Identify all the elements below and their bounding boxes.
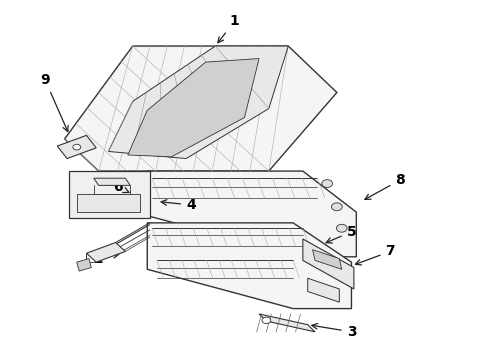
Polygon shape <box>108 46 287 158</box>
Text: 2: 2 <box>94 252 119 266</box>
Text: 9: 9 <box>40 73 68 131</box>
Polygon shape <box>64 46 336 171</box>
Circle shape <box>336 224 346 232</box>
Polygon shape <box>57 135 96 158</box>
Circle shape <box>262 317 270 324</box>
Polygon shape <box>259 314 314 332</box>
Text: 5: 5 <box>325 225 356 243</box>
Text: 6: 6 <box>113 180 129 194</box>
Polygon shape <box>69 171 149 217</box>
Polygon shape <box>86 243 125 262</box>
Text: 1: 1 <box>218 14 239 43</box>
Polygon shape <box>147 223 351 309</box>
Polygon shape <box>312 249 341 269</box>
Polygon shape <box>307 278 339 302</box>
Polygon shape <box>94 178 130 185</box>
Polygon shape <box>147 171 356 257</box>
Text: 4: 4 <box>161 198 196 212</box>
Circle shape <box>321 180 332 188</box>
Polygon shape <box>77 194 140 212</box>
Polygon shape <box>127 59 259 157</box>
Circle shape <box>331 203 342 211</box>
Polygon shape <box>302 239 353 289</box>
Polygon shape <box>77 258 91 271</box>
Text: 3: 3 <box>311 324 356 339</box>
Text: 8: 8 <box>364 173 404 199</box>
Circle shape <box>73 144 81 150</box>
Text: 7: 7 <box>355 244 394 265</box>
